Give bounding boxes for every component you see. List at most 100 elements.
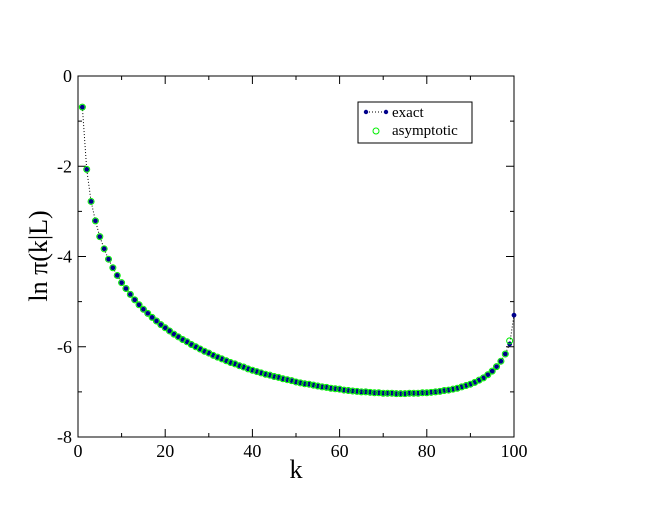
- asymptotic-data-point: [432, 388, 440, 396]
- asymptotic-data-point: [109, 264, 117, 272]
- asymptotic-data-point: [449, 385, 457, 393]
- y-tick-label: -4: [57, 247, 72, 267]
- asymptotic-data-point: [353, 387, 361, 395]
- asymptotic-data-point: [248, 366, 256, 374]
- asymptotic-data-point: [397, 390, 405, 398]
- asymptotic-data-point: [458, 383, 466, 391]
- asymptotic-data-point: [366, 388, 374, 396]
- asymptotic-data-point: [279, 375, 287, 383]
- x-tick-label: 0: [74, 441, 83, 461]
- asymptotic-data-point: [113, 271, 121, 279]
- exact-data-point: [110, 265, 116, 271]
- asymptotic-data-point: [135, 301, 143, 309]
- asymptotic-data-point: [462, 382, 470, 390]
- asymptotic-data-point: [261, 370, 269, 378]
- asymptotic-data-point: [440, 387, 448, 395]
- exact-data-point: [167, 328, 172, 334]
- asymptotic-data-point: [331, 385, 339, 393]
- asymptotic-data-point: [231, 360, 239, 368]
- asymptotic-data-point: [436, 387, 444, 395]
- asymptotic-data-point: [405, 389, 413, 397]
- exact-data-point: [502, 351, 508, 357]
- asymptotic-data-point: [305, 380, 313, 388]
- asymptotic-data-point: [497, 357, 505, 365]
- asymptotic-data-point: [87, 197, 95, 205]
- asymptotic-data-point: [96, 233, 104, 241]
- exact-data-point: [511, 312, 517, 318]
- exact-data-point: [494, 364, 499, 370]
- asymptotic-data-point: [301, 380, 309, 388]
- asymptotic-data-point: [309, 381, 317, 389]
- asymptotic-data-point: [493, 363, 501, 371]
- asymptotic-data-point: [340, 386, 348, 394]
- asymptotic-data-point: [253, 368, 261, 376]
- exact-data-point: [101, 246, 107, 252]
- asymptotic-data-point: [91, 217, 99, 225]
- exact-data-point: [145, 310, 151, 316]
- asymptotic-data-point: [257, 369, 265, 377]
- asymptotic-data-point: [384, 389, 392, 397]
- asymptotic-data-point: [218, 355, 226, 363]
- asymptotic-data-point: [318, 383, 326, 391]
- legend-box: [357, 101, 473, 144]
- exact-data-point: [171, 331, 177, 337]
- asymptotic-data-point: [370, 389, 378, 397]
- asymptotic-data-point: [235, 362, 243, 370]
- exact-data-point: [79, 104, 85, 110]
- asymptotic-data-point: [292, 378, 300, 386]
- asymptotic-data-point: [401, 390, 409, 398]
- x-axis-label: k: [290, 455, 303, 484]
- legend-exact-marker-right: [383, 109, 389, 115]
- asymptotic-data-point: [410, 389, 418, 397]
- asymptotic-data-point: [488, 367, 496, 375]
- asymptotic-data-point: [126, 290, 134, 298]
- exact-data-point: [162, 325, 168, 331]
- asymptotic-data-point: [323, 383, 331, 391]
- asymptotic-data-point: [131, 296, 139, 304]
- asymptotic-data-point: [227, 359, 235, 367]
- exact-data-point: [489, 368, 495, 374]
- legend-exact-label: exact: [392, 105, 424, 121]
- y-axis-label: ln π(k|L): [24, 210, 53, 301]
- asymptotic-data-point: [357, 388, 365, 396]
- asymptotic-data-point: [83, 165, 91, 173]
- asymptotic-data-point: [200, 347, 208, 355]
- x-tick-label: 40: [243, 441, 261, 461]
- exact-data-point: [93, 218, 98, 224]
- asymptotic-data-point: [327, 384, 335, 392]
- x-tick-label: 20: [156, 441, 174, 461]
- legend: exact asymptotic: [357, 101, 473, 144]
- asymptotic-data-point: [506, 337, 514, 345]
- exact-data-point: [127, 292, 133, 297]
- asymptotic-data-point: [362, 388, 370, 396]
- asymptotic-data-point: [501, 350, 509, 358]
- asymptotic-data-point: [484, 371, 492, 379]
- asymptotic-data-point: [336, 385, 344, 393]
- asymptotic-data-point: [144, 309, 152, 317]
- y-tick-label: -6: [57, 337, 72, 357]
- asymptotic-data-point: [418, 389, 426, 397]
- x-axis-ticks: 0 20 40 60 80 100: [74, 76, 528, 461]
- asymptotic-data-point: [296, 379, 304, 387]
- exact-data-point: [84, 167, 90, 172]
- exact-data-point: [158, 322, 164, 328]
- asymptotic-data-point: [349, 387, 357, 395]
- exact-data-point: [88, 199, 94, 204]
- x-tick-label: 60: [331, 441, 349, 461]
- legend-asymptotic-marker: [372, 127, 380, 135]
- series-asymptotic: [78, 103, 514, 398]
- asymptotic-data-point: [266, 371, 274, 379]
- asymptotic-data-point: [270, 373, 278, 381]
- exact-data-point: [141, 306, 146, 312]
- x-tick-label: 80: [418, 441, 436, 461]
- exact-data-point: [136, 302, 142, 308]
- asymptotic-data-point: [414, 389, 422, 397]
- y-tick-label: 0: [63, 66, 72, 86]
- asymptotic-data-point: [423, 389, 431, 397]
- asymptotic-data-point: [288, 377, 296, 385]
- asymptotic-data-point: [388, 389, 396, 397]
- legend-exact-marker-left: [363, 109, 369, 115]
- asymptotic-data-point: [244, 365, 252, 373]
